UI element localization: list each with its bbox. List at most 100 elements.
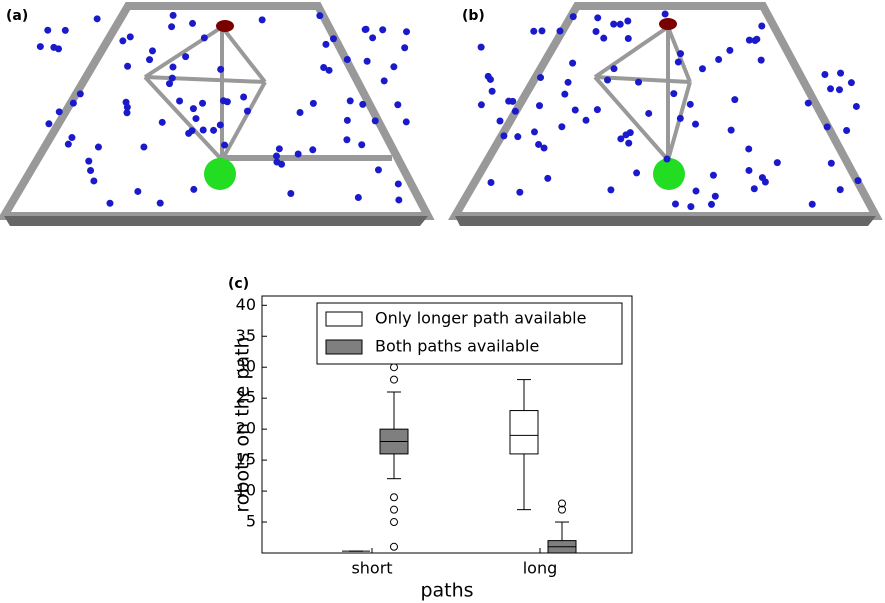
robot <box>835 86 843 94</box>
robot <box>535 102 543 110</box>
robot <box>847 79 855 87</box>
robot <box>94 143 102 151</box>
robot <box>500 132 508 140</box>
robot <box>821 70 829 78</box>
robot <box>390 63 398 71</box>
robot <box>146 56 154 64</box>
robot <box>287 189 295 197</box>
robot <box>607 186 615 194</box>
robot <box>240 93 248 101</box>
robot <box>487 179 495 187</box>
robot <box>371 117 379 125</box>
x-axis-label: paths <box>420 580 473 602</box>
robot <box>322 40 330 48</box>
robot <box>69 99 77 107</box>
robot <box>309 99 317 107</box>
robot <box>671 200 679 208</box>
robot <box>221 141 229 149</box>
robot <box>625 139 633 147</box>
robot <box>745 36 753 44</box>
robot <box>140 143 148 151</box>
robot <box>68 134 76 142</box>
robot <box>852 102 860 110</box>
robot <box>379 26 387 34</box>
outlier <box>558 505 566 514</box>
robot <box>106 199 114 207</box>
robot <box>558 123 566 131</box>
robot <box>50 43 58 51</box>
robot <box>169 63 177 71</box>
robot <box>182 53 190 61</box>
outlier <box>390 363 398 372</box>
robot <box>343 56 351 64</box>
robot <box>190 185 198 193</box>
robot <box>156 199 164 207</box>
robot <box>616 20 624 28</box>
y-tick-label: 5 <box>246 512 256 531</box>
robot <box>169 11 177 19</box>
robot <box>745 145 753 153</box>
robot <box>243 107 251 115</box>
arena-b <box>448 2 883 226</box>
robot <box>123 103 131 111</box>
y-axis-label: robots on the path <box>232 336 254 512</box>
robot <box>45 120 53 128</box>
robot <box>758 22 766 30</box>
robot <box>296 109 304 117</box>
panel-label: (a) <box>6 8 28 24</box>
outlier <box>390 505 398 514</box>
robot <box>496 117 504 125</box>
robot <box>624 35 632 43</box>
robot <box>827 159 835 167</box>
robot <box>189 19 197 27</box>
robot <box>90 177 98 185</box>
robot <box>273 158 281 166</box>
robot <box>87 167 95 175</box>
robot <box>275 145 283 153</box>
robot <box>836 186 844 194</box>
robot <box>76 90 84 98</box>
robot <box>192 115 200 123</box>
robot <box>258 16 266 24</box>
robot <box>210 126 218 134</box>
robot <box>363 57 371 65</box>
robot <box>540 144 548 152</box>
robot <box>804 99 812 107</box>
robot <box>592 27 600 35</box>
y-tick-label: 30 <box>236 357 256 376</box>
robot <box>325 66 333 74</box>
y-tick-label: 10 <box>236 481 256 500</box>
robot <box>44 26 52 34</box>
robot <box>711 192 719 200</box>
robot <box>727 126 735 134</box>
robot <box>745 166 753 174</box>
legend-swatch <box>325 311 363 327</box>
panel-label: (b) <box>462 8 485 24</box>
robot <box>320 64 328 72</box>
robot <box>692 120 700 128</box>
robot <box>837 69 845 77</box>
robot <box>486 75 494 83</box>
robot <box>309 146 317 154</box>
robot <box>199 99 207 107</box>
robot <box>569 59 577 67</box>
y-tick-label: 20 <box>236 419 256 438</box>
robot <box>715 56 723 64</box>
robot <box>610 65 618 73</box>
robot <box>272 152 280 160</box>
robot <box>709 171 717 179</box>
robot <box>374 166 382 174</box>
robot <box>216 121 224 129</box>
robot <box>362 25 370 33</box>
robot <box>148 47 156 55</box>
robot <box>677 50 685 58</box>
legend-label: Both paths available <box>375 337 539 356</box>
y-tick-label: 15 <box>236 450 256 469</box>
robot <box>530 128 538 136</box>
robot <box>726 46 734 54</box>
robot <box>698 65 706 73</box>
robot <box>329 35 337 43</box>
robot <box>219 97 227 105</box>
robot <box>750 185 758 193</box>
